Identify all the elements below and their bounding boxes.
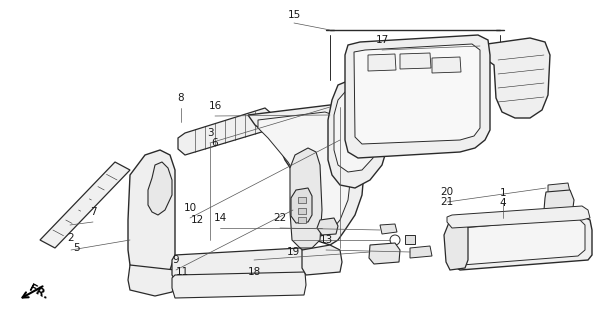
Polygon shape — [248, 105, 365, 245]
Text: 4: 4 — [500, 198, 507, 208]
Text: FR.: FR. — [26, 283, 50, 301]
Polygon shape — [298, 197, 306, 203]
Polygon shape — [480, 38, 550, 118]
Polygon shape — [172, 248, 306, 280]
Polygon shape — [172, 272, 306, 298]
Text: 7: 7 — [90, 207, 96, 217]
Text: 21: 21 — [440, 197, 454, 207]
Text: 2: 2 — [68, 233, 74, 243]
Text: 10: 10 — [184, 203, 197, 213]
Polygon shape — [328, 78, 388, 188]
Polygon shape — [148, 162, 172, 215]
Polygon shape — [447, 206, 590, 228]
Text: 22: 22 — [273, 213, 286, 223]
Polygon shape — [345, 35, 490, 158]
Polygon shape — [369, 243, 400, 264]
Polygon shape — [291, 188, 312, 223]
Polygon shape — [290, 148, 322, 248]
Text: 1: 1 — [500, 188, 507, 198]
Polygon shape — [432, 57, 461, 73]
Text: 19: 19 — [286, 247, 300, 257]
Polygon shape — [40, 162, 130, 248]
Polygon shape — [298, 217, 306, 223]
Polygon shape — [298, 208, 306, 214]
Polygon shape — [544, 190, 574, 222]
Text: 5: 5 — [73, 243, 80, 253]
Text: 8: 8 — [178, 93, 184, 103]
Polygon shape — [334, 87, 378, 172]
Text: 12: 12 — [190, 215, 204, 225]
Polygon shape — [410, 246, 432, 258]
Text: 18: 18 — [248, 267, 261, 277]
Text: 14: 14 — [213, 213, 227, 223]
Polygon shape — [258, 112, 352, 237]
Polygon shape — [178, 108, 272, 155]
Polygon shape — [354, 44, 480, 144]
Text: 11: 11 — [175, 267, 188, 277]
Polygon shape — [405, 235, 415, 244]
Polygon shape — [380, 224, 397, 234]
Text: 6: 6 — [212, 138, 218, 148]
Text: 17: 17 — [376, 35, 389, 45]
Text: 15: 15 — [288, 10, 301, 20]
Polygon shape — [400, 53, 431, 69]
Polygon shape — [302, 245, 342, 275]
Polygon shape — [368, 54, 396, 71]
Polygon shape — [332, 130, 356, 155]
Polygon shape — [548, 183, 570, 194]
Text: 9: 9 — [173, 255, 179, 265]
Text: 16: 16 — [208, 101, 222, 111]
Polygon shape — [128, 265, 175, 296]
Polygon shape — [317, 218, 338, 235]
Polygon shape — [455, 218, 585, 265]
Text: 3: 3 — [207, 128, 213, 138]
Polygon shape — [444, 218, 468, 270]
Text: 13: 13 — [319, 235, 332, 245]
Polygon shape — [128, 150, 175, 278]
Text: 20: 20 — [441, 187, 453, 197]
Polygon shape — [450, 215, 592, 270]
